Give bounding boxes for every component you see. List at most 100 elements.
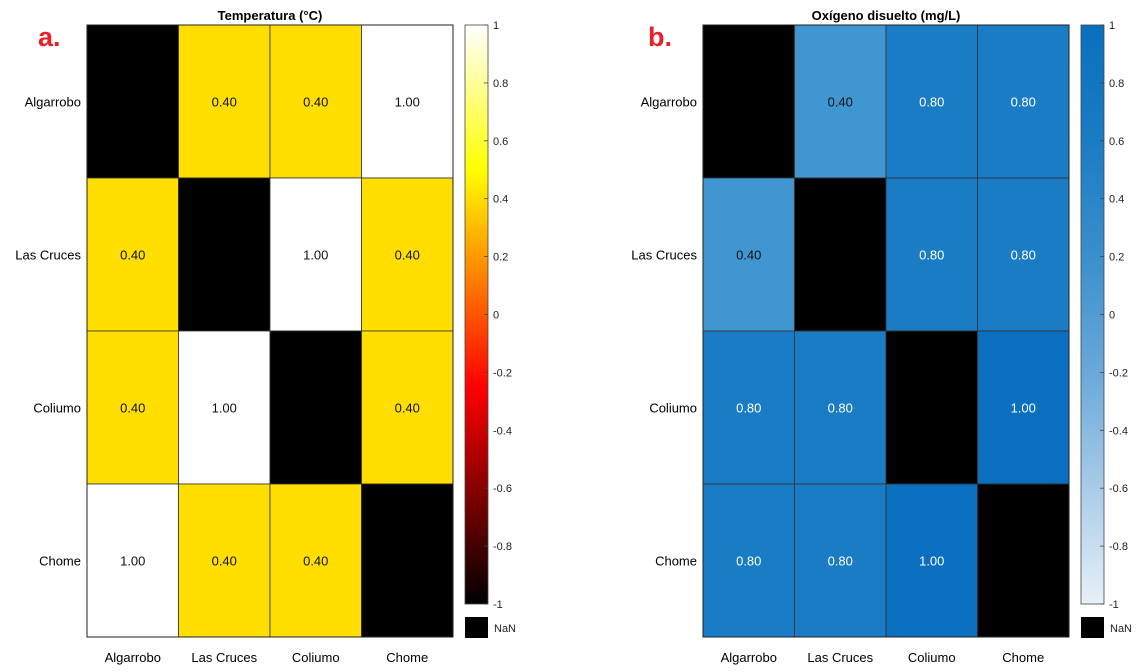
colorbar-tick-label: 1	[493, 20, 499, 32]
column-label: Coliumo	[292, 650, 340, 665]
row-label: Chome	[655, 554, 697, 569]
heatmap-cell	[361, 483, 454, 638]
cell-value-label: 1.00	[120, 554, 145, 569]
heatmap-cell	[794, 330, 887, 485]
cell-value-label: 0.40	[303, 554, 328, 569]
column-label: Las Cruces	[807, 650, 873, 665]
cell-value-label: 1.00	[395, 95, 420, 110]
heatmap-cell	[269, 24, 362, 179]
colorbar-tick-label: -0.2	[493, 367, 512, 379]
cell-value-label: 0.80	[828, 401, 853, 416]
heatmap-cell	[361, 177, 454, 332]
cell-value-label: 0.80	[828, 554, 853, 569]
heatmap-cell	[269, 177, 362, 332]
row-label: Las Cruces	[15, 248, 81, 263]
colorbar-tick-label: -0.4	[493, 425, 512, 437]
heatmap-cell	[794, 177, 887, 332]
cell-value-label: 0.40	[120, 248, 145, 263]
cell-value-label: 0.40	[395, 248, 420, 263]
heatmap-panel-b: b.Oxígeno disuelto (mg/L)0.40 0.80 0.800.4…	[631, 8, 1132, 665]
heatmap-cell	[178, 330, 271, 485]
cell-value-label: 0.80	[919, 248, 944, 263]
heatmap-cell	[702, 24, 795, 179]
row-label: Chome	[39, 554, 81, 569]
cell-value-label: 0.40	[120, 401, 145, 416]
cell-value-label: 0.80	[736, 401, 761, 416]
colorbar-tick-label: 0.2	[1109, 252, 1124, 264]
panel-label: b.	[648, 22, 672, 52]
heatmap-cell	[269, 483, 362, 638]
colorbar-tick-label: -1	[493, 599, 503, 611]
cell-value-label: 1.00	[1011, 401, 1036, 416]
heatmap-cell	[269, 330, 362, 485]
heatmap-cell	[977, 24, 1070, 179]
cell-value-label: 0.40	[212, 95, 237, 110]
colorbar-tick-label: 0.6	[1109, 136, 1124, 148]
row-label: Algarrobo	[25, 95, 81, 110]
heatmap-border	[702, 24, 1070, 638]
cell-value-label: 0.80	[1011, 248, 1036, 263]
cell-value-label: 0.40	[212, 554, 237, 569]
colorbar-tick-label: -0.6	[1109, 483, 1128, 495]
colorbar-tick-label: 0.8	[1109, 78, 1124, 90]
colorbar-tick-label: -0.6	[493, 483, 512, 495]
cell-value-label: 1.00	[303, 248, 328, 263]
colorbar-tick-label: -0.2	[1109, 367, 1128, 379]
panel-label: a.	[38, 22, 61, 52]
heatmap-cell	[86, 177, 179, 332]
colorbar-tick-label: -0.4	[1109, 425, 1128, 437]
chart-title: Oxígeno disuelto (mg/L)	[812, 8, 961, 23]
cell-value-label: 0.80	[736, 554, 761, 569]
cell-value-label: 1.00	[919, 554, 944, 569]
column-label: Algarrobo	[721, 650, 777, 665]
row-label: Algarrobo	[641, 95, 697, 110]
heatmap-cell	[86, 483, 179, 638]
column-label: Algarrobo	[105, 650, 161, 665]
colorbar-tick-label: 0	[1109, 310, 1115, 322]
heatmap-cell	[977, 330, 1070, 485]
heatmap-border	[86, 24, 454, 638]
heatmap-cell	[885, 330, 978, 485]
colorbar-tick-label: -0.8	[1109, 541, 1128, 553]
row-label: Las Cruces	[631, 248, 697, 263]
cell-value-label: 0.40	[395, 401, 420, 416]
chart-title: Temperatura (°C)	[218, 8, 323, 23]
colorbar-tick-label: -1	[1109, 599, 1119, 611]
heatmap-cell	[794, 24, 887, 179]
nan-label: NaN	[1110, 623, 1132, 635]
nan-label: NaN	[494, 623, 516, 635]
heatmap-cell	[702, 330, 795, 485]
colorbar-tick-label: 0.8	[493, 78, 508, 90]
colorbar-tick-label: 0.4	[493, 194, 508, 206]
colorbar-tick-label: 0.4	[1109, 194, 1124, 206]
heatmap-panel-a: a.Temperatura (°C)0.40 0.40 1.000.40 1.00 0.…	[15, 8, 516, 665]
column-label: Chome	[386, 650, 428, 665]
cell-value-label: 0.40	[736, 248, 761, 263]
nan-swatch	[1081, 617, 1104, 638]
colorbar-tick-label: 0.6	[493, 136, 508, 148]
nan-swatch	[465, 617, 488, 638]
row-label: Coliumo	[33, 401, 81, 416]
column-label: Chome	[1002, 650, 1044, 665]
heatmap-cell	[977, 483, 1070, 638]
cell-value-label: 1.00	[212, 401, 237, 416]
colorbar-tick-label: 0	[493, 310, 499, 322]
cell-value-label: 0.80	[919, 95, 944, 110]
cell-value-label: 0.40	[828, 95, 853, 110]
colorbar-tick-label: -0.8	[493, 541, 512, 553]
heatmap-cell	[977, 177, 1070, 332]
column-label: Las Cruces	[191, 650, 257, 665]
cell-value-label: 0.80	[1011, 95, 1036, 110]
heatmap-cell	[794, 483, 887, 638]
column-label: Coliumo	[908, 650, 956, 665]
colorbar-tick-label: 0.2	[493, 252, 508, 264]
colorbar-tick-label: 1	[1109, 20, 1115, 32]
row-label: Coliumo	[649, 401, 697, 416]
heatmap-cell	[86, 24, 179, 179]
heatmap-cell	[178, 24, 271, 179]
cell-value-label: 0.40	[303, 95, 328, 110]
heatmap-cell	[178, 177, 271, 332]
heatmap-cell	[885, 177, 978, 332]
